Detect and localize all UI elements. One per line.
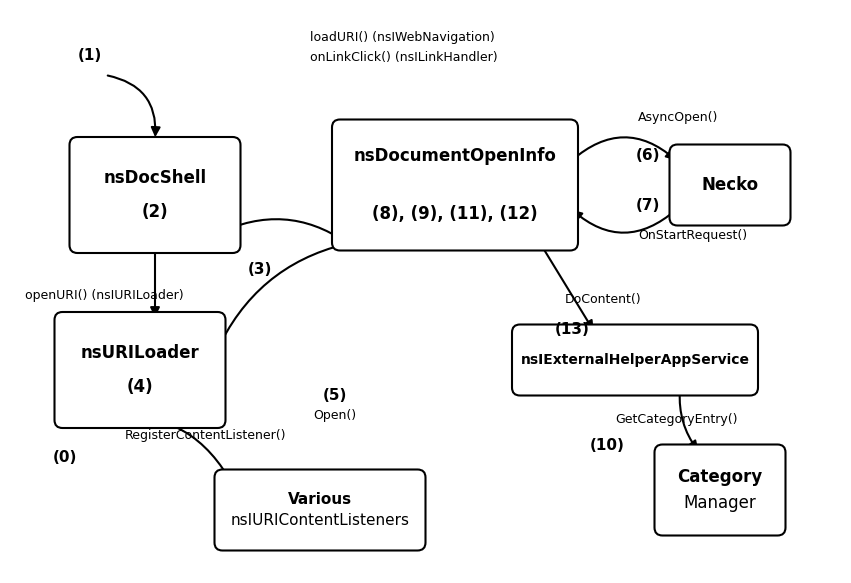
Text: (0): (0) — [53, 451, 77, 465]
Text: (4): (4) — [127, 378, 153, 396]
Text: Category: Category — [677, 469, 762, 486]
FancyBboxPatch shape — [512, 325, 758, 395]
FancyBboxPatch shape — [54, 312, 226, 428]
Text: RegisterContentListener(): RegisterContentListener() — [125, 429, 287, 441]
Text: (13): (13) — [555, 322, 590, 338]
FancyBboxPatch shape — [214, 469, 426, 550]
FancyBboxPatch shape — [654, 444, 785, 536]
Text: (3): (3) — [248, 262, 272, 278]
Text: (5): (5) — [323, 388, 347, 402]
Text: OnStartRequest(): OnStartRequest() — [638, 229, 747, 241]
Text: (7): (7) — [636, 198, 660, 212]
Text: nsIURIContentListeners: nsIURIContentListeners — [231, 514, 409, 528]
Text: openURI() (nsIURILoader): openURI() (nsIURILoader) — [25, 289, 184, 301]
Text: GetCategoryEntry(): GetCategoryEntry() — [615, 413, 738, 427]
Text: (8), (9), (11), (12): (8), (9), (11), (12) — [372, 205, 538, 223]
Text: Open(): Open() — [313, 409, 357, 422]
Text: Necko: Necko — [701, 176, 758, 194]
FancyBboxPatch shape — [670, 145, 791, 226]
Text: AsyncOpen(): AsyncOpen() — [638, 111, 718, 125]
Text: Various: Various — [288, 491, 352, 507]
Text: (2): (2) — [141, 203, 168, 221]
Text: nsURILoader: nsURILoader — [81, 345, 199, 362]
Text: (10): (10) — [590, 437, 625, 452]
Text: (6): (6) — [636, 147, 660, 163]
Text: DoContent(): DoContent() — [565, 293, 642, 307]
Text: nsDocumentOpenInfo: nsDocumentOpenInfo — [353, 147, 557, 165]
Text: onLinkClick() (nsILinkHandler): onLinkClick() (nsILinkHandler) — [310, 51, 498, 65]
Text: nsIExternalHelperAppService: nsIExternalHelperAppService — [521, 353, 750, 367]
Text: (1): (1) — [78, 47, 102, 62]
Text: loadURI() (nsIWebNavigation): loadURI() (nsIWebNavigation) — [310, 31, 494, 44]
Text: Manager: Manager — [683, 493, 757, 511]
FancyBboxPatch shape — [70, 137, 241, 253]
FancyBboxPatch shape — [332, 120, 578, 251]
Text: nsDocShell: nsDocShell — [104, 169, 207, 187]
